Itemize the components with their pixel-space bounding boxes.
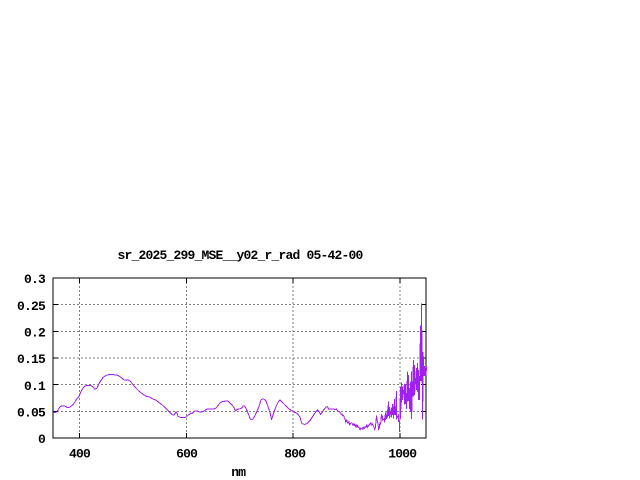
svg-text:nm: nm <box>231 465 246 480</box>
svg-text:0.2: 0.2 <box>24 325 46 340</box>
svg-text:0.05: 0.05 <box>17 405 46 420</box>
svg-text:600: 600 <box>176 446 198 461</box>
svg-text:0.1: 0.1 <box>24 379 46 394</box>
svg-text:0.15: 0.15 <box>17 352 46 367</box>
svg-text:sr_2025_299_MSE__y02_r_rad 05-: sr_2025_299_MSE__y02_r_rad 05-42-00 <box>117 248 363 263</box>
svg-text:0.25: 0.25 <box>17 299 46 314</box>
svg-text:800: 800 <box>284 446 306 461</box>
svg-text:400: 400 <box>69 446 91 461</box>
svg-text:1000: 1000 <box>388 446 417 461</box>
svg-text:0.3: 0.3 <box>24 272 46 287</box>
svg-text:0: 0 <box>38 432 46 447</box>
